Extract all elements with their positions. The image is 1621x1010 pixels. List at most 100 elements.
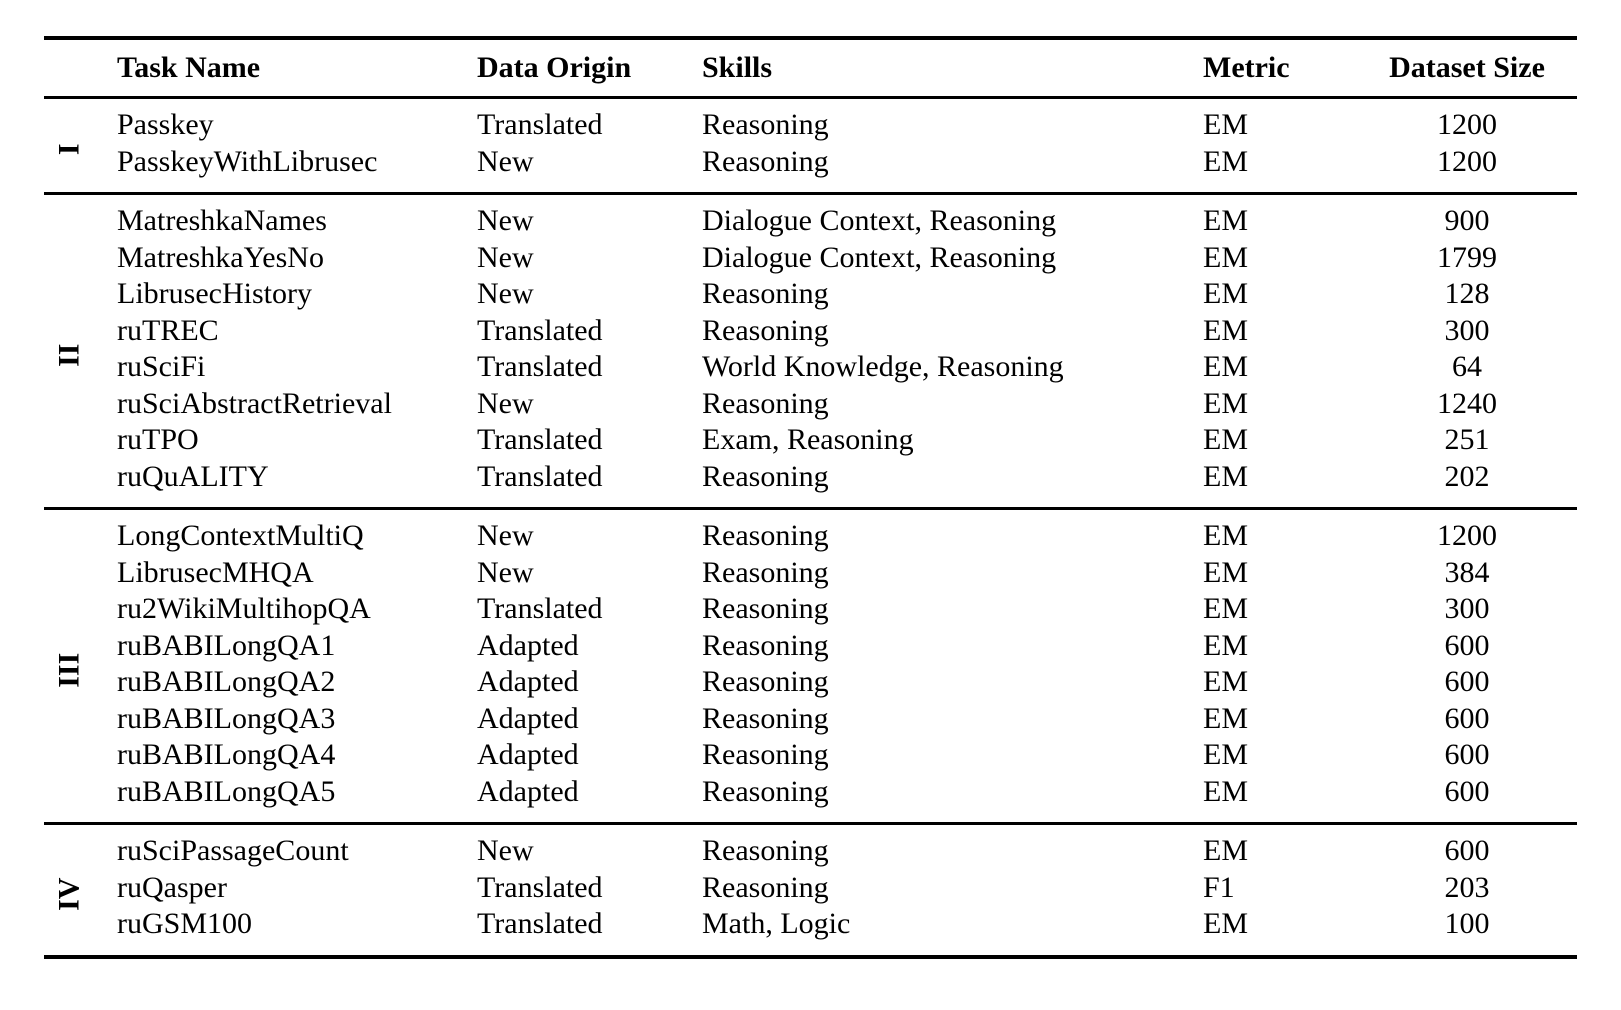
data-origin-cell: Adapted: [477, 665, 579, 698]
dataset-size-cell: 600: [1444, 834, 1490, 867]
column-header-dataset-size: Dataset Size: [1389, 50, 1545, 84]
table-row: ruQuALITY Translated Reasoning EM 202: [44, 459, 1577, 509]
metric-cell: EM: [1203, 459, 1248, 493]
metric-cell: EM: [1203, 108, 1248, 141]
table-row: PasskeyWithLibrusec New Reasoning EM 120…: [44, 144, 1577, 194]
table-row: ru2WikiMultihopQA Translated Reasoning E…: [44, 591, 1577, 628]
skills-cell: Reasoning: [702, 834, 829, 867]
group-label-cell: I: [44, 98, 117, 194]
table-row: MatreshkaYesNo New Dialogue Context, Rea…: [44, 240, 1577, 277]
table-row: ruBABILongQA2 Adapted Reasoning EM 600: [44, 664, 1577, 701]
task-name-cell: ruGSM100: [117, 907, 253, 940]
task-name-cell: ruBABILongQA3: [117, 701, 336, 735]
task-name-cell: ruBABILongQA5: [117, 774, 336, 808]
benchmark-tasks-table: Task Name Data Origin Skills Metric Data…: [44, 36, 1577, 959]
data-origin-cell: Adapted: [477, 628, 579, 662]
metric-cell: EM: [1203, 350, 1248, 383]
metric-cell: EM: [1203, 204, 1248, 237]
table-row: LibrusecMHQA New Reasoning EM 384: [44, 555, 1577, 592]
dataset-size-cell: 600: [1444, 628, 1490, 662]
data-origin-cell: Translated: [477, 108, 603, 141]
data-origin-cell: Translated: [477, 459, 603, 493]
dataset-size-cell: 1200: [1437, 519, 1497, 552]
metric-cell: EM: [1203, 386, 1248, 420]
table-row: ruBABILongQA4 Adapted Reasoning EM 600: [44, 737, 1577, 774]
column-header-task-name: Task Name: [117, 50, 261, 84]
metric-cell: EM: [1203, 834, 1248, 867]
data-origin-cell: New: [477, 386, 534, 420]
skills-cell: Exam, Reasoning: [702, 423, 914, 456]
task-name-cell: LibrusecMHQA: [117, 555, 314, 589]
table-row: III LongContextMultiQ New Reasoning EM 1…: [44, 509, 1577, 688]
skills-cell: Math, Logic: [702, 907, 851, 940]
dataset-size-cell: 100: [1444, 907, 1490, 940]
dataset-size-cell: 128: [1444, 277, 1490, 310]
metric-cell: EM: [1203, 555, 1248, 589]
data-origin-cell: New: [477, 204, 534, 237]
skills-cell: Dialogue Context, Reasoning: [702, 204, 1057, 237]
table-row: ruSciFi Translated World Knowledge, Reas…: [44, 349, 1577, 386]
data-origin-cell: New: [477, 277, 534, 310]
metric-cell: EM: [1203, 592, 1248, 625]
table-row: ruBABILongQA5 Adapted Reasoning EM 600: [44, 774, 1577, 824]
data-origin-cell: Translated: [477, 350, 603, 383]
metric-cell: EM: [1203, 701, 1248, 735]
metric-cell: EM: [1203, 423, 1248, 456]
table-row: I Passkey Translated Reasoning EM 1200: [44, 98, 1577, 155]
task-name-cell: PasskeyWithLibrusec: [117, 144, 378, 178]
skills-cell: Reasoning: [702, 738, 829, 771]
group-column-header: [44, 38, 117, 98]
metric-cell: EM: [1203, 907, 1248, 940]
skills-cell: Reasoning: [702, 108, 829, 141]
dataset-size-cell: 202: [1444, 459, 1490, 493]
task-name-cell: ruSciPassageCount: [117, 834, 349, 867]
metric-cell: EM: [1203, 665, 1248, 698]
table-header: Task Name Data Origin Skills Metric Data…: [44, 38, 1577, 98]
data-origin-cell: Adapted: [477, 774, 579, 808]
metric-cell: F1: [1203, 870, 1235, 904]
skills-cell: Reasoning: [702, 277, 829, 310]
dataset-size-cell: 384: [1444, 555, 1490, 589]
data-origin-cell: Adapted: [477, 701, 579, 735]
metric-cell: EM: [1203, 313, 1248, 347]
task-name-cell: ruQuALITY: [117, 459, 269, 493]
metric-cell: EM: [1203, 519, 1248, 552]
task-name-cell: MatreshkaNames: [117, 204, 327, 237]
dataset-size-cell: 600: [1444, 665, 1490, 698]
dataset-size-cell: 300: [1444, 313, 1490, 347]
group-label-cell: II: [44, 194, 117, 509]
task-name-cell: ruTPO: [117, 423, 199, 456]
data-origin-cell: New: [477, 519, 534, 552]
dataset-size-cell: 1200: [1437, 108, 1497, 141]
data-origin-cell: Translated: [477, 907, 603, 940]
metric-cell: EM: [1203, 240, 1248, 274]
dataset-size-cell: 1200: [1437, 144, 1497, 178]
skills-cell: Reasoning: [702, 592, 829, 625]
group-label-cell: IV: [44, 824, 117, 957]
group-IV: IV ruSciPassageCount New Reasoning EM 60…: [44, 823, 1577, 957]
skills-cell: Reasoning: [702, 519, 829, 552]
table-row: ruBABILongQA1 Adapted Reasoning EM 600: [44, 628, 1577, 665]
table-row: ruQasper Translated Reasoning F1 203: [44, 870, 1577, 907]
skills-cell: World Knowledge, Reasoning: [702, 350, 1064, 383]
group-label: IV: [52, 877, 86, 911]
data-origin-cell: New: [477, 555, 534, 589]
metric-cell: EM: [1203, 277, 1248, 310]
skills-cell: Reasoning: [702, 144, 829, 178]
metric-cell: EM: [1203, 774, 1248, 808]
data-origin-cell: Adapted: [477, 738, 579, 771]
data-origin-cell: New: [477, 144, 534, 178]
table-row: ruTREC Translated Reasoning EM 300: [44, 313, 1577, 350]
metric-cell: EM: [1203, 144, 1248, 178]
group-III: III LongContextMultiQ New Reasoning EM 1…: [44, 508, 1577, 824]
skills-cell: Reasoning: [702, 459, 829, 493]
dataset-size-cell: 64: [1452, 350, 1482, 383]
group-label: II: [52, 343, 86, 367]
dataset-size-cell: 600: [1444, 738, 1490, 771]
skills-cell: Reasoning: [702, 313, 829, 347]
task-name-cell: LibrusecHistory: [117, 277, 312, 310]
task-name-cell: Passkey: [117, 108, 214, 141]
group-label: I: [52, 143, 86, 156]
skills-cell: Reasoning: [702, 701, 829, 735]
